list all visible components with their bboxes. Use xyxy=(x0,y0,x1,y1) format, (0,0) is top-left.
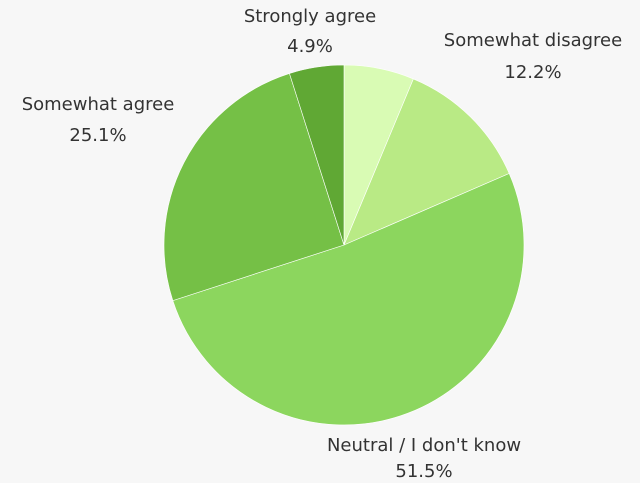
slice-value-label-neutral-i-don-t-know: 51.5% xyxy=(395,461,452,482)
slice-value-label-somewhat-disagree: 12.2% xyxy=(504,62,561,83)
slice-label-neutral-i-don-t-know: Neutral / I don't know xyxy=(327,435,521,456)
slice-value-label-strongly-agree: 4.9% xyxy=(287,36,333,57)
pie-slice-somewhat-agree xyxy=(163,73,345,301)
pie-labels: Somewhat disagree 12.2% Neutral / I don't … xyxy=(22,6,623,482)
pie-slice-neutral-i-don-t-know xyxy=(172,173,525,426)
slice-label-somewhat-disagree: Somewhat disagree xyxy=(444,30,622,51)
slice-value-label-somewhat-agree: 25.1% xyxy=(69,125,126,146)
slice-label-strongly-agree: Strongly agree xyxy=(244,6,376,27)
pie-slice-strongly-agree xyxy=(289,64,345,246)
slice-label-somewhat-agree: Somewhat agree xyxy=(22,94,175,115)
pie-slice-somewhat-disagree xyxy=(343,78,510,246)
pie-slices xyxy=(163,64,525,426)
